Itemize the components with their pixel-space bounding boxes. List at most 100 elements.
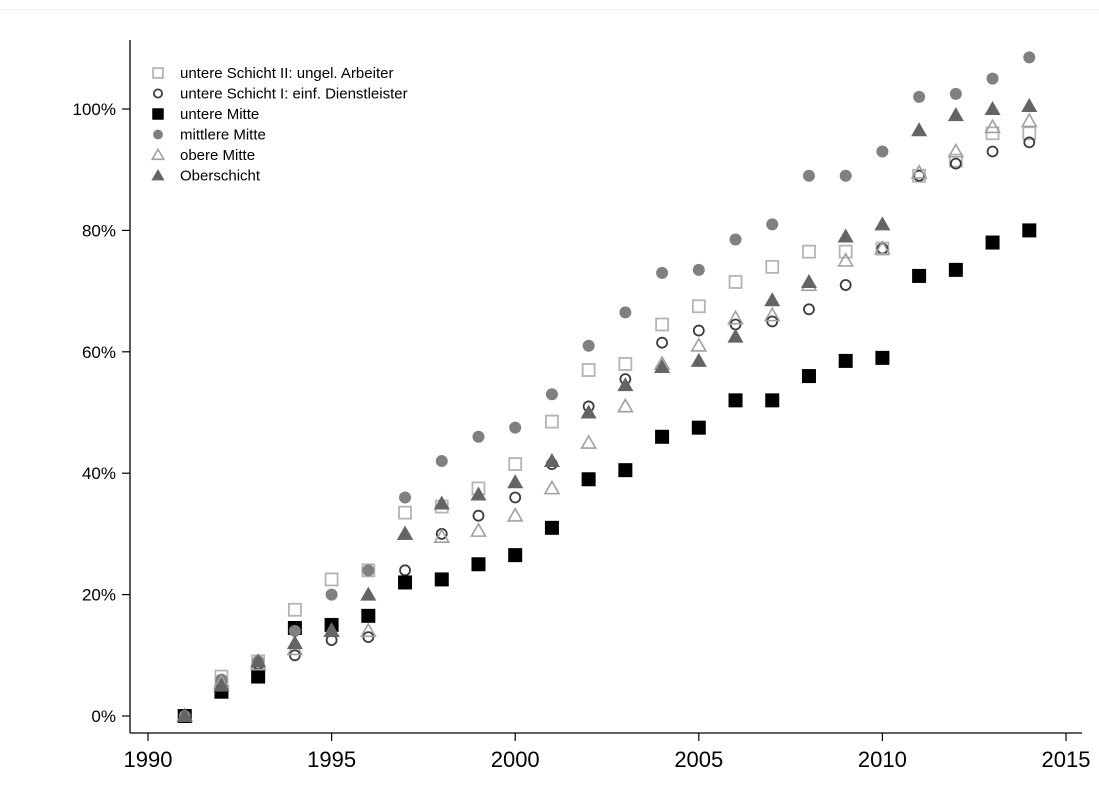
- data-point-square-filled: [398, 575, 413, 590]
- data-point-square-filled: [875, 350, 890, 365]
- data-point-square-filled: [251, 669, 266, 684]
- data-point-circle-filled: [656, 266, 669, 279]
- data-point-square-filled: [1022, 223, 1037, 238]
- data-point-square-open: [1022, 126, 1037, 141]
- data-point-triangle-open: [763, 306, 781, 322]
- data-point-triangle-filled: [1021, 97, 1038, 112]
- data-point-square-filled: [434, 572, 449, 587]
- y-tick-label: 40%: [82, 464, 116, 483]
- data-point-square-filled: [728, 393, 743, 408]
- data-point-triangle-filled: [470, 486, 487, 501]
- data-point-square-open: [765, 259, 780, 274]
- legend-label: untere Mitte: [180, 106, 259, 123]
- data-point-square-filled: [948, 262, 963, 277]
- data-point-circle-open: [729, 318, 742, 331]
- data-point-circle-filled: [435, 455, 448, 468]
- x-tick-label: 2010: [858, 747, 907, 772]
- data-point-triangle-filled: [323, 623, 340, 638]
- data-point-triangle-filled: [433, 495, 450, 510]
- data-point-triangle-filled: [690, 352, 707, 367]
- data-point-triangle-filled: [580, 404, 597, 419]
- y-tick-label: 100%: [73, 100, 116, 119]
- data-point-square-filled: [581, 472, 596, 487]
- data-point-circle-filled: [619, 306, 632, 319]
- data-point-triangle-open: [580, 434, 598, 449]
- legend-marker-triangle-open: [150, 147, 166, 161]
- x-tick-label: 1995: [307, 747, 356, 772]
- data-point-square-open: [398, 505, 412, 520]
- data-point-circle-filled: [876, 145, 889, 158]
- data-point-square-open: [655, 317, 669, 332]
- data-point-circle-filled: [986, 72, 999, 85]
- data-point-circle-filled: [913, 90, 926, 103]
- legend-label: mittlere Mitte: [180, 127, 266, 144]
- data-point-circle-filled: [766, 218, 779, 231]
- data-point-triangle-open: [1020, 112, 1038, 128]
- data-point-triangle-filled: [617, 377, 634, 392]
- x-tick-label: 2015: [1042, 747, 1091, 772]
- data-point-square-filled: [765, 393, 780, 408]
- data-point-circle-open: [692, 324, 705, 337]
- data-point-square-open: [618, 357, 633, 371]
- data-point-circle-open: [766, 315, 779, 328]
- data-point-triangle-filled: [286, 635, 303, 650]
- data-point-circle-filled: [692, 263, 705, 276]
- data-point-square-open: [691, 299, 706, 314]
- data-point-triangle-filled: [397, 525, 414, 540]
- data-point-triangle-filled: [837, 228, 854, 243]
- data-point-square-open: [287, 602, 302, 617]
- data-point-triangle-open: [359, 622, 377, 638]
- data-point-circle-filled: [729, 233, 742, 246]
- y-tick-label: 20%: [82, 586, 116, 605]
- x-tick-label: 2005: [674, 747, 723, 772]
- legend-marker-circle-open: [152, 88, 163, 99]
- data-point-circle-filled: [949, 87, 962, 100]
- data-point-circle-filled: [509, 421, 522, 434]
- data-point-triangle-filled: [800, 273, 817, 288]
- data-point-triangle-filled: [250, 653, 267, 668]
- data-point-square-open: [985, 126, 1000, 141]
- data-point-triangle-filled: [911, 122, 928, 137]
- data-point-square-filled: [508, 548, 523, 563]
- data-point-triangle-filled: [654, 358, 671, 373]
- data-point-triangle-open: [874, 239, 891, 255]
- data-point-triangle-open: [543, 479, 561, 495]
- data-point-square-open: [545, 414, 559, 429]
- legend-label: obere Mitte: [180, 147, 255, 164]
- data-point-circle-open: [1023, 136, 1036, 149]
- data-point-square-filled: [471, 557, 486, 572]
- legend-label: Oberschicht: [180, 168, 261, 185]
- data-point-circle-open: [986, 145, 999, 158]
- data-point-circle-filled: [325, 588, 338, 601]
- data-point-circle-open: [949, 157, 962, 170]
- data-point-circle-open: [288, 649, 301, 662]
- data-point-circle-filled: [839, 169, 852, 182]
- data-point-circle-open: [656, 336, 668, 349]
- data-point-triangle-open: [910, 164, 928, 179]
- data-point-triangle-filled: [727, 328, 744, 343]
- legend-label: untere Schicht II: ungel. Arbeiter: [180, 65, 393, 82]
- data-point-circle-open: [509, 491, 522, 504]
- data-point-circle-open: [839, 279, 852, 291]
- data-point-circle-filled: [288, 625, 301, 638]
- data-point-circle-filled: [545, 388, 558, 401]
- data-point-square-filled: [544, 520, 559, 535]
- data-point-square-filled: [655, 429, 670, 444]
- data-point-square-open: [581, 363, 596, 377]
- data-point-square-filled: [618, 463, 633, 478]
- data-point-circle-filled: [399, 491, 412, 504]
- data-point-circle-filled: [802, 169, 815, 182]
- data-point-triangle-open: [984, 118, 1001, 134]
- data-point-circle-filled: [472, 430, 485, 443]
- data-point-triangle-filled: [947, 107, 964, 122]
- x-tick-label: 1990: [124, 747, 173, 772]
- data-point-triangle-filled: [176, 708, 193, 722]
- data-point-square-filled: [912, 268, 927, 283]
- data-point-triangle-filled: [213, 677, 230, 692]
- data-point-square-open: [948, 153, 963, 168]
- data-point-triangle-open: [433, 528, 451, 543]
- data-point-triangle-open: [616, 397, 634, 413]
- data-point-triangle-filled: [874, 216, 891, 231]
